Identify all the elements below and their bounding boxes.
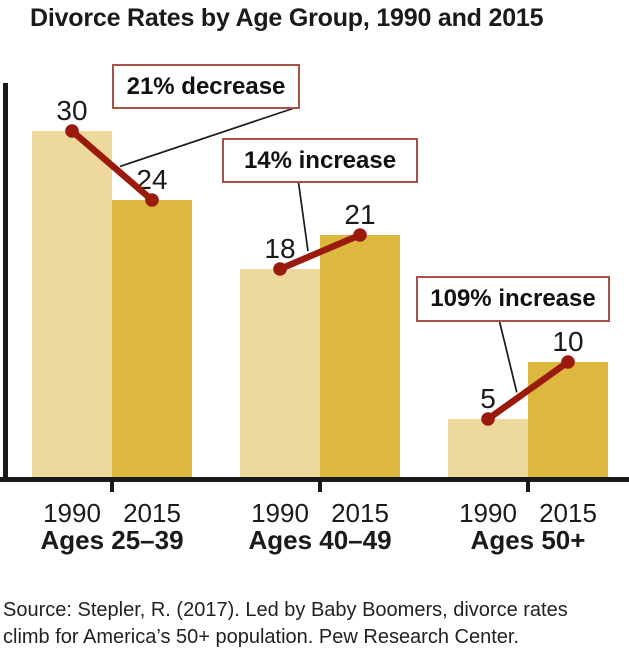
source-citation: Source: Stepler, R. (2017). Led by Baby … — [3, 597, 627, 649]
bar-2015-Ages 40–49 — [320, 235, 400, 477]
bar-value-label: 18 — [264, 233, 296, 264]
x-axis-group-label: Ages 40–49 — [248, 525, 392, 555]
x-tick-label-year: 1990 — [251, 498, 309, 528]
bar-2015-Ages 25–39 — [112, 200, 192, 477]
annotation-box-increase-40-49: 14% increase — [222, 138, 418, 183]
bar-1990-Ages 25–39 — [32, 131, 112, 477]
bar-value-label: 24 — [136, 164, 168, 195]
annotation-box-decrease: 21% decrease — [112, 64, 300, 109]
y-axis-line — [3, 83, 8, 482]
x-axis-tick — [318, 482, 322, 492]
bar-1990-Ages 50+ — [448, 419, 528, 477]
x-tick-label-year: 2015 — [539, 498, 597, 528]
bar-1990-Ages 40–49 — [240, 269, 320, 477]
source-line-2: climb for America’s 50+ population. Pew … — [3, 626, 520, 648]
annotation-label: 14% increase — [243, 146, 397, 174]
bar-value-label: 30 — [56, 95, 88, 126]
x-axis-line — [0, 477, 629, 482]
annotation-leader-line — [498, 320, 518, 393]
x-tick-label-year: 2015 — [123, 498, 181, 528]
x-axis-tick — [110, 482, 114, 492]
bar-2015-Ages 50+ — [528, 362, 608, 477]
x-tick-label-year: 1990 — [43, 498, 101, 528]
bar-value-label: 21 — [344, 199, 376, 230]
annotation-box-increase-50plus: 109% increase — [416, 276, 610, 322]
x-tick-label-year: 1990 — [459, 498, 517, 528]
bar-value-label: 5 — [480, 383, 496, 414]
source-line-1: Source: Stepler, R. (2017). Led by Baby … — [3, 599, 568, 621]
x-axis-group-label: Ages 25–39 — [40, 525, 184, 555]
x-axis-group-label: Ages 50+ — [470, 525, 586, 555]
annotation-leader-line — [297, 181, 309, 252]
x-tick-label-year: 2015 — [331, 498, 389, 528]
x-axis-tick — [526, 482, 530, 492]
annotation-label: 21% decrease — [126, 72, 286, 100]
annotation-label: 109% increase — [430, 285, 596, 312]
bar-value-label: 10 — [552, 326, 584, 357]
chart-title: Divorce Rates by Age Group, 1990 and 201… — [30, 4, 544, 32]
